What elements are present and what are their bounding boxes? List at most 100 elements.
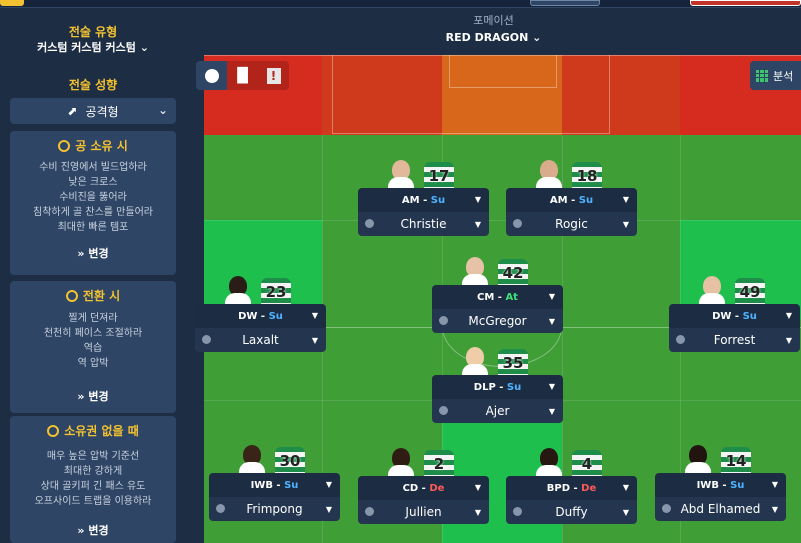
player-card[interactable]: 18 AM - Su ▼ Rogic ▼	[506, 160, 637, 236]
top-bar-chip-center	[530, 0, 600, 6]
shirt-number: 23	[265, 283, 287, 301]
player-role-selector[interactable]: DLP - Su ▼	[432, 375, 563, 399]
player-card[interactable]: 49 DW - Su ▼ Forrest ▼	[669, 276, 800, 352]
instruction-line: 수비진을 뚫어라	[59, 192, 127, 203]
player-role-selector[interactable]: AM - Su ▼	[506, 188, 637, 212]
player-face-icon	[462, 347, 488, 377]
tactics-sidebar: 전술 유형 커스텀 커스텀 커스텀 ⌄ 전술 성향 ⬈ 공격형 ⌄ 공 소유 시…	[0, 8, 186, 543]
player-view-button[interactable]	[196, 61, 227, 90]
role-separator: -	[272, 479, 285, 491]
player-name: Laxalt	[242, 333, 279, 347]
transition-icon	[65, 289, 78, 302]
player-body-shape	[462, 364, 488, 377]
in-transition-change-button[interactable]: » 변경	[10, 388, 176, 404]
out-of-possession-change-button[interactable]: » 변경	[10, 522, 176, 538]
player-role-selector[interactable]: CM - At ▼	[432, 285, 563, 309]
attack-arrow-icon: ⬈	[67, 104, 78, 118]
player-shirt-icon: 23	[261, 278, 291, 306]
analysis-button[interactable]: 분석	[750, 61, 801, 90]
caret-down-icon: ▼	[474, 220, 481, 229]
caret-down-icon: ▼	[622, 220, 629, 229]
player-name: Frimpong	[246, 502, 303, 516]
formation-select[interactable]: RED DRAGON ⌄	[186, 31, 801, 44]
exclamation-icon: !	[266, 67, 281, 84]
player-name-selector[interactable]: Forrest ▼	[669, 328, 800, 352]
player-body-shape	[388, 177, 414, 190]
duty-code: Su	[506, 381, 522, 393]
player-role-selector[interactable]: CD - De ▼	[358, 476, 489, 500]
player-name-selector[interactable]: Ajer ▼	[432, 399, 563, 423]
player-name-selector[interactable]: Rogic ▼	[506, 212, 637, 236]
instruction-line: 역습	[83, 343, 103, 354]
player-card[interactable]: 14 IWB - Su ▼ Abd Elhamed ▼	[655, 445, 786, 521]
player-name-selector[interactable]: Duffy ▼	[506, 500, 637, 524]
player-card[interactable]: 23 DW - Su ▼ Laxalt ▼	[195, 276, 326, 352]
caret-down-icon: ▼	[474, 195, 481, 204]
instruction-line: 낮은 크로스	[68, 177, 118, 188]
duty-code: Su	[742, 310, 757, 322]
player-shirt-icon: 30	[275, 447, 305, 475]
in-transition-card: 전환 시 찔게 던져라 천천히 페이스 조절하라 역습 역 압박 » 변경	[10, 281, 176, 413]
player-head-shape	[466, 347, 484, 367]
player-name-selector[interactable]: Laxalt ▼	[195, 328, 326, 352]
player-role-selector[interactable]: DW - Su ▼	[195, 304, 326, 328]
player-name: Duffy	[555, 505, 588, 519]
player-role-selector[interactable]: IWB - Su ▼	[209, 473, 340, 497]
pitch-line	[332, 55, 333, 133]
player-role-selector[interactable]: DW - Su ▼	[669, 304, 800, 328]
instruction-line: 최대한 강하게	[63, 466, 123, 477]
role-separator: -	[567, 194, 579, 206]
top-bar	[0, 0, 801, 8]
player-name-selector[interactable]: McGregor ▼	[432, 309, 563, 333]
player-face-icon	[536, 160, 562, 190]
stats-view-button[interactable]: ▐▌	[227, 61, 258, 90]
player-body-shape	[462, 274, 488, 287]
instruction-line: 오프사이드 트랩을 이용하라	[34, 496, 152, 507]
player-card[interactable]: 42 CM - At ▼ McGregor ▼	[432, 257, 563, 333]
instruction-line: 역 압박	[77, 358, 109, 369]
role-separator: -	[494, 291, 506, 303]
caret-down-icon: ▼	[771, 480, 778, 489]
player-card[interactable]: 2 CD - De ▼ Jullien ▼	[358, 448, 489, 524]
instruction-line: 수비 진영에서 빌드업하라	[39, 162, 147, 173]
player-card[interactable]: 30 IWB - Su ▼ Frimpong ▼	[209, 445, 340, 521]
mentality-dropdown[interactable]: ⬈ 공격형 ⌄	[10, 98, 176, 124]
pitch-view-toolbar: ▐▌ !	[196, 61, 289, 90]
player-card[interactable]: 35 DLP - Su ▼ Ajer ▼	[432, 347, 563, 423]
player-name-selector[interactable]: Christie ▼	[358, 212, 489, 236]
in-possession-change-button[interactable]: » 변경	[10, 245, 176, 261]
player-card[interactable]: 4 BPD - De ▼ Duffy ▼	[506, 448, 637, 524]
pitch-line	[204, 55, 801, 56]
in-possession-title: 공 소유 시	[75, 139, 128, 153]
person-icon	[513, 507, 522, 516]
player-body-shape	[388, 465, 414, 478]
pitch-line	[449, 87, 557, 88]
player-role-selector[interactable]: BPD - De ▼	[506, 476, 637, 500]
player-face-icon	[462, 257, 488, 287]
out-of-possession-card: 소유권 없을 때 매우 높은 압박 기준선 최대한 강하게 상대 골키퍼 긴 패…	[10, 416, 176, 543]
player-name-selector[interactable]: Frimpong ▼	[209, 497, 340, 521]
player-name-selector[interactable]: Jullien ▼	[358, 500, 489, 524]
role-code: DW	[238, 310, 258, 322]
player-body-shape	[536, 177, 562, 190]
role-code: IWB	[696, 479, 719, 491]
player-card[interactable]: 17 AM - Su ▼ Christie ▼	[358, 160, 489, 236]
player-head-shape	[466, 257, 484, 277]
player-name-selector[interactable]: Abd Elhamed ▼	[655, 497, 786, 521]
player-face-icon	[225, 276, 251, 306]
alert-view-button[interactable]: !	[258, 61, 289, 90]
shirt-number: 42	[502, 264, 524, 282]
role-separator: -	[570, 482, 582, 494]
role-separator: -	[418, 482, 430, 494]
player-role-selector[interactable]: IWB - Su ▼	[655, 473, 786, 497]
duty-code: At	[505, 291, 518, 303]
player-face-icon	[388, 448, 414, 478]
pitch-line	[609, 55, 610, 133]
player-role-selector[interactable]: AM - Su ▼	[358, 188, 489, 212]
player-shirt-icon: 2	[424, 450, 454, 478]
role-separator: -	[495, 381, 507, 393]
double-chevron-right-icon: »	[77, 390, 89, 403]
player-name: Jullien	[405, 505, 442, 519]
out-of-possession-header: 소유권 없을 때	[10, 422, 176, 439]
tactic-style-select[interactable]: 커스텀 커스텀 커스텀 ⌄	[0, 39, 186, 55]
